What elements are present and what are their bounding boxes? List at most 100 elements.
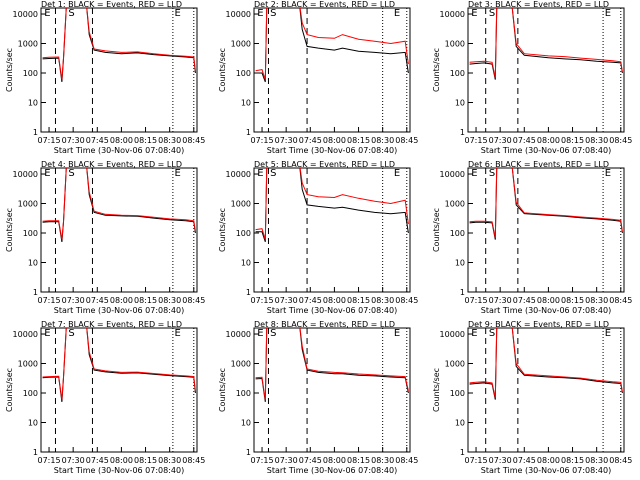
plot-frame <box>467 7 625 133</box>
chart-title: Det 6: BLACK = Events, RED = LLD <box>468 160 609 169</box>
x-tick-label: 08:00 <box>110 296 133 305</box>
y-tick-label: 10000 <box>440 330 465 339</box>
plot-frame <box>253 167 411 293</box>
plot-frame <box>253 327 411 453</box>
x-tick-label: 07:30 <box>62 456 85 465</box>
x-tick-label: 08:30 <box>158 136 181 145</box>
x-tick-label: 08:45 <box>182 136 205 145</box>
annotation: E <box>471 168 477 179</box>
annotation: S <box>489 328 495 339</box>
series-line <box>255 328 409 402</box>
x-tick-label: 07:45 <box>513 456 536 465</box>
x-axis-label: Start Time (30-Nov-06 07:08:40) <box>481 306 611 315</box>
y-tick-label: 1000 <box>231 360 251 369</box>
y-tick-label: 10 <box>28 99 38 108</box>
y-tick-label: 100 <box>236 229 251 238</box>
y-tick-label: 10 <box>241 99 251 108</box>
y-tick-label: 100 <box>450 69 465 78</box>
x-tick-label: 08:30 <box>158 456 181 465</box>
panel: Det 5: BLACK = Events, RED = LLD Counts/s… <box>218 160 418 315</box>
annotation: E <box>394 8 400 19</box>
y-tick-label: 100 <box>450 229 465 238</box>
y-tick-label: 10000 <box>226 330 251 339</box>
x-axis-label: Start Time (30-Nov-06 07:08:40) <box>267 466 397 475</box>
x-tick-label: 07:30 <box>489 136 512 145</box>
x-tick-label: 07:45 <box>299 296 322 305</box>
series-line <box>469 328 623 400</box>
x-axis-label: Start Time (30-Nov-06 07:08:40) <box>54 466 184 475</box>
chart-title: Det 2: BLACK = Events, RED = LLD <box>254 0 395 9</box>
annotation: E <box>394 328 400 339</box>
x-axis-label: Start Time (30-Nov-06 07:08:40) <box>481 146 611 155</box>
plot-frame <box>467 167 625 293</box>
panel: Det 7: BLACK = Events, RED = LLD Counts/s… <box>5 320 205 475</box>
x-axis-label: Start Time (30-Nov-06 07:08:40) <box>481 466 611 475</box>
x-tick-label: 08:30 <box>585 456 608 465</box>
series-line <box>42 168 196 240</box>
annotation: S <box>68 8 74 19</box>
y-tick-label: 100 <box>236 389 251 398</box>
x-tick-label: 08:00 <box>323 296 346 305</box>
y-tick-label: 10 <box>28 419 38 428</box>
x-tick-label: 07:45 <box>299 136 322 145</box>
y-axis-label: Counts/sec <box>218 368 227 412</box>
series-line <box>469 168 623 240</box>
x-tick-label: 07:15 <box>251 136 274 145</box>
panel: Det 8: BLACK = Events, RED = LLD Counts/s… <box>218 320 418 475</box>
series-line <box>469 8 623 78</box>
panel: Det 2: BLACK = Events, RED = LLD Counts/s… <box>218 0 418 155</box>
series-line <box>42 8 196 80</box>
x-tick-label: 07:15 <box>251 456 274 465</box>
y-tick-label: 1000 <box>231 200 251 209</box>
x-tick-label: 08:15 <box>134 296 157 305</box>
y-axis-label: Counts/sec <box>432 208 441 252</box>
x-tick-label: 07:15 <box>38 136 61 145</box>
x-tick-label: 08:30 <box>371 296 394 305</box>
x-tick-label: 08:00 <box>537 456 560 465</box>
y-tick-label: 10000 <box>13 330 38 339</box>
y-tick-label: 1 <box>33 448 38 457</box>
x-tick-label: 08:00 <box>323 456 346 465</box>
series-line <box>255 168 409 243</box>
x-tick-label: 07:45 <box>86 296 109 305</box>
y-tick-label: 1000 <box>18 200 38 209</box>
series-line <box>469 8 623 80</box>
x-tick-label: 07:30 <box>489 296 512 305</box>
plot-frame <box>467 327 625 453</box>
chart-title: Det 9: BLACK = Events, RED = LLD <box>468 320 609 329</box>
annotation: E <box>471 328 477 339</box>
y-tick-label: 1000 <box>18 360 38 369</box>
chart-title: Det 3: BLACK = Events, RED = LLD <box>468 0 609 9</box>
x-tick-label: 08:15 <box>134 136 157 145</box>
x-tick-label: 08:30 <box>158 296 181 305</box>
y-tick-label: 100 <box>23 229 38 238</box>
plot-frame <box>253 7 411 133</box>
x-tick-label: 08:15 <box>347 136 370 145</box>
y-tick-label: 1 <box>246 448 251 457</box>
y-tick-label: 10000 <box>226 10 251 19</box>
annotation: S <box>489 8 495 19</box>
y-tick-label: 1 <box>246 288 251 297</box>
y-axis-label: Counts/sec <box>218 208 227 252</box>
series-line <box>469 168 623 238</box>
x-axis-label: Start Time (30-Nov-06 07:08:40) <box>54 146 184 155</box>
x-tick-label: 07:15 <box>465 136 488 145</box>
chart-title: Det 4: BLACK = Events, RED = LLD <box>41 160 182 169</box>
panel: Det 9: BLACK = Events, RED = LLD Counts/s… <box>432 320 632 475</box>
chart-title: Det 8: BLACK = Events, RED = LLD <box>254 320 395 329</box>
annotation: E <box>471 8 477 19</box>
y-tick-label: 1000 <box>445 40 465 49</box>
x-tick-label: 08:45 <box>609 136 632 145</box>
x-tick-label: 08:30 <box>371 456 394 465</box>
y-tick-label: 10000 <box>440 10 465 19</box>
y-tick-label: 100 <box>236 69 251 78</box>
annotation: S <box>68 328 74 339</box>
y-tick-label: 100 <box>23 69 38 78</box>
y-tick-label: 100 <box>450 389 465 398</box>
x-tick-label: 08:45 <box>182 456 205 465</box>
y-tick-label: 10000 <box>226 170 251 179</box>
y-tick-label: 1000 <box>445 360 465 369</box>
chart-title: Det 1: BLACK = Events, RED = LLD <box>41 0 182 9</box>
y-tick-label: 10000 <box>440 170 465 179</box>
x-axis-label: Start Time (30-Nov-06 07:08:40) <box>54 306 184 315</box>
